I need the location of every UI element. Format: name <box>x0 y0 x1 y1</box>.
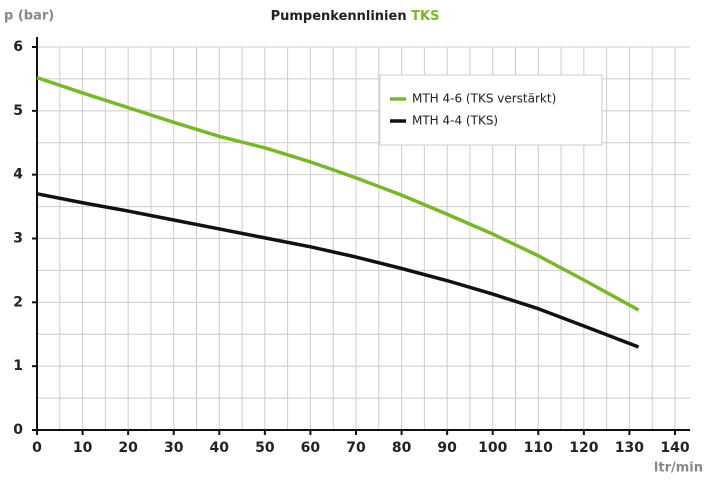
y-axis-label: p (bar) <box>4 9 54 24</box>
y-tick-label: 5 <box>13 103 23 119</box>
x-axis-label: ltr/min <box>654 461 703 476</box>
x-tick-label: 40 <box>210 440 230 456</box>
x-tick-label: 100 <box>478 440 507 456</box>
x-tick-label: 10 <box>73 440 93 456</box>
y-tick-label: 2 <box>13 294 23 310</box>
x-tick-label: 50 <box>255 440 275 456</box>
title-highlight: TKS <box>411 9 439 24</box>
y-tick-label: 0 <box>13 422 23 438</box>
legend: MTH 4-6 (TKS verstärkt) MTH 4-4 (TKS) <box>379 74 603 146</box>
legend-label: MTH 4-4 (TKS) <box>412 114 498 128</box>
title-main: Pumpenkennlinien <box>271 9 407 24</box>
x-tick-label: 30 <box>164 440 184 456</box>
x-tick-label: 140 <box>660 440 689 456</box>
x-tick-label: 0 <box>32 440 42 456</box>
x-tick-label: 70 <box>346 440 366 456</box>
series-line <box>36 192 640 349</box>
y-tick-label: 4 <box>13 167 23 183</box>
x-tick-label: 120 <box>569 440 598 456</box>
y-tick-label: 3 <box>13 231 23 247</box>
x-tick-label: 110 <box>524 440 553 456</box>
legend-label: MTH 4-6 (TKS verstärkt) <box>412 92 556 106</box>
y-tick-label: 1 <box>13 358 23 374</box>
x-tick-label: 60 <box>301 440 321 456</box>
x-tick-label: 20 <box>118 440 138 456</box>
chart-title: Pumpenkennlinien TKS <box>271 9 440 24</box>
legend-box <box>379 74 603 146</box>
x-tick-label: 90 <box>437 440 457 456</box>
x-tick-label: 80 <box>392 440 412 456</box>
series-line <box>36 75 640 312</box>
y-tick-label: 6 <box>13 39 23 55</box>
x-tick-label: 130 <box>615 440 644 456</box>
